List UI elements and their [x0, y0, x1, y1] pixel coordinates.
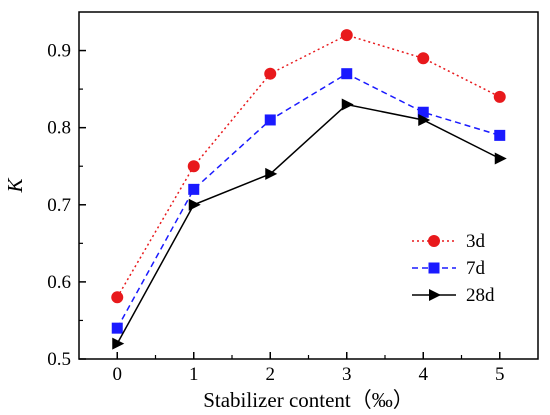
data-point-7d [188, 183, 200, 195]
data-point-28d [341, 98, 354, 111]
series-line-3d [116, 34, 501, 298]
legend-swatch-marker [428, 262, 440, 274]
series-layer [111, 29, 507, 350]
legend-item-7d: 7d [412, 258, 486, 279]
data-point-28d [418, 113, 431, 126]
x-tick-label: 4 [419, 364, 429, 385]
series-3d [111, 29, 506, 304]
legend-label: 7d [466, 258, 486, 279]
data-point-7d [417, 106, 429, 118]
legend-label: 28d [466, 285, 495, 306]
data-point-3d [264, 67, 277, 80]
legend: 3d 7d 28d [412, 231, 495, 306]
y-tick-label: 0.9 [47, 41, 71, 62]
y-axis-title: K [3, 178, 27, 194]
legend-item-3d: 3d [412, 231, 486, 252]
legend-swatch-marker [428, 235, 440, 247]
data-point-7d [111, 322, 123, 334]
axes: 0 1 2 3 4 5 0.5 0.6 0.7 0.8 0.9 [47, 11, 539, 385]
x-tick-label: 0 [113, 364, 123, 385]
data-point-7d [341, 68, 353, 80]
series-7d [111, 68, 506, 334]
legend-label: 3d [466, 231, 486, 252]
data-point-3d [340, 29, 353, 42]
y-tick-label: 0.7 [47, 195, 71, 216]
x-tick-label: 2 [266, 364, 276, 385]
data-point-28d [112, 337, 125, 350]
series-28d [112, 98, 507, 350]
data-point-3d [111, 291, 124, 304]
data-point-28d [494, 152, 507, 165]
legend-swatch-marker [429, 289, 441, 301]
y-tick-label: 0.8 [47, 118, 71, 139]
plot-frame [78, 11, 539, 360]
data-point-3d [187, 160, 200, 173]
data-point-28d [265, 167, 278, 180]
legend-item-28d: 28d [412, 285, 495, 306]
data-point-28d [188, 198, 201, 211]
x-tick-label: 3 [342, 364, 352, 385]
x-tick-label: 5 [495, 364, 505, 385]
data-point-7d [264, 114, 276, 126]
series-line-7d [116, 72, 500, 329]
data-point-3d [493, 90, 506, 103]
series-line-28d [116, 103, 501, 344]
x-axis-title: Stabilizer content（‰） [203, 388, 414, 412]
data-point-3d [417, 52, 430, 65]
data-point-7d [494, 129, 506, 141]
y-tick-label: 0.6 [47, 272, 71, 293]
x-tick-label: 1 [189, 364, 199, 385]
y-tick-label: 0.5 [47, 349, 71, 370]
